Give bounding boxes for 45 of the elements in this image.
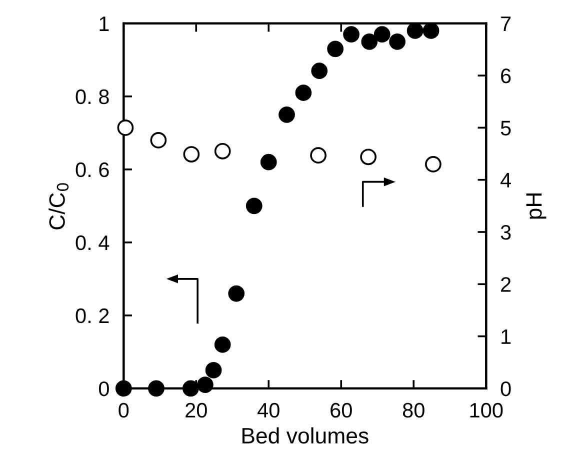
point — [361, 33, 378, 50]
y2-tick-label: 7 — [501, 16, 511, 31]
y2-tick-label: 6 — [501, 68, 511, 84]
point — [425, 156, 442, 172]
point — [406, 22, 424, 39]
y-axis-title: C/C$_{0}$ — [48, 183, 69, 230]
x-tick-label: 100 — [470, 402, 503, 418]
y-tick-label: 0 — [98, 381, 109, 396]
y2-tick-label: 1 — [502, 330, 511, 344]
point — [327, 40, 344, 58]
point — [228, 285, 245, 302]
point — [150, 132, 167, 148]
point — [205, 362, 222, 378]
y-tick-label: 0. 8 — [76, 89, 109, 104]
x-tick-label: 0 — [118, 402, 129, 418]
y2-tick-label: 0 — [500, 381, 511, 396]
y2-tick-label: 2 — [501, 277, 511, 292]
point — [311, 62, 328, 80]
y-tick-label: 0. 6 — [76, 162, 109, 178]
point — [246, 198, 262, 214]
y-tick-label: 0. 4 — [76, 235, 110, 250]
x-tick-label: 80 — [402, 402, 424, 418]
point — [117, 120, 134, 136]
x-tick-label: 60 — [330, 402, 352, 418]
point — [214, 336, 231, 353]
point — [278, 106, 295, 123]
point — [295, 84, 312, 101]
point — [374, 26, 390, 43]
x-tick-label: 20 — [186, 402, 207, 418]
x-tick-label: 40 — [258, 402, 280, 418]
y2-tick-label: 5 — [500, 120, 511, 136]
y-tick-label: 1 — [100, 16, 109, 31]
point — [183, 146, 200, 162]
point — [260, 154, 277, 170]
point — [389, 33, 406, 50]
y-tick-label: 0. 2 — [76, 308, 109, 324]
point — [214, 142, 231, 160]
point — [422, 22, 440, 39]
point — [360, 148, 377, 166]
y2-tick-label: 3 — [500, 224, 511, 240]
y2-axis-title: pH — [526, 194, 546, 219]
point — [310, 147, 326, 164]
x-axis-title: Bed volumes — [242, 427, 368, 444]
y2-tick-label: 4 — [500, 173, 511, 188]
point — [343, 26, 360, 43]
